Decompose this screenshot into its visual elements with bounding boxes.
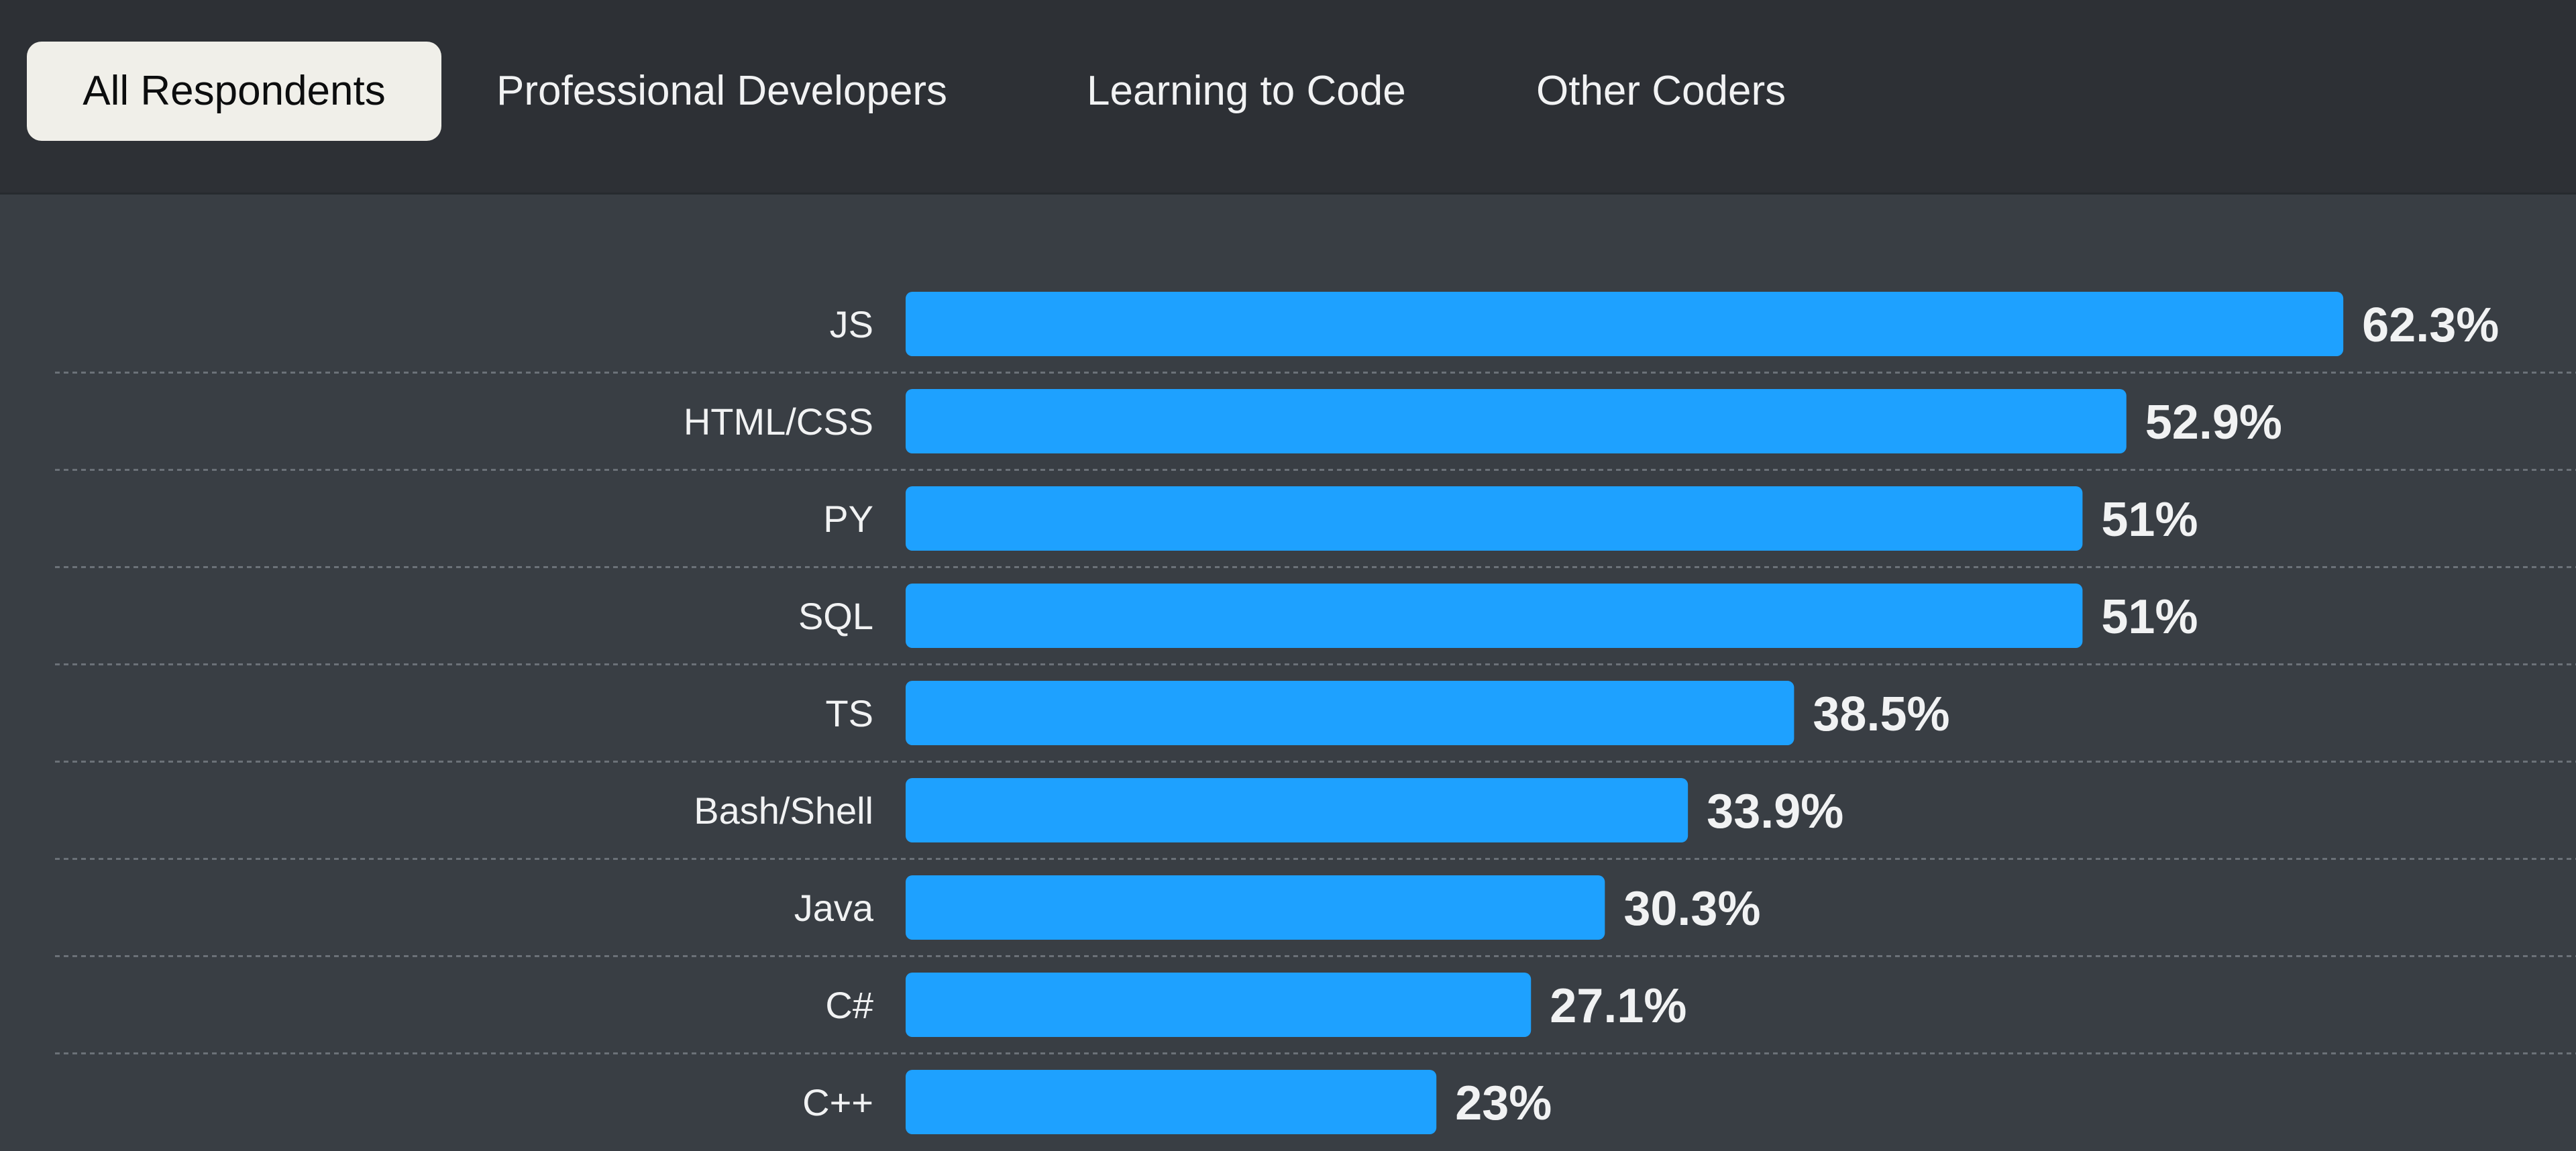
bar[interactable] [906,1070,1437,1134]
category-label: PY [823,498,873,540]
bar[interactable] [906,584,2083,648]
respondent-tab-bar: All Respondents Professional Developers … [0,0,2576,195]
bar[interactable] [906,486,2083,551]
value-label: 30.3% [1623,882,1760,936]
bar[interactable] [906,292,2344,356]
category-label: JS [830,303,873,345]
category-label: Java [794,887,874,929]
value-label: 52.9% [2145,396,2282,449]
category-label: SQL [798,595,873,637]
value-label: 23% [1455,1077,1552,1130]
category-label: C++ [802,1081,873,1123]
bar[interactable] [906,681,1794,745]
bar[interactable] [906,778,1688,842]
value-label: 27.1% [1550,979,1686,1033]
value-label: 38.5% [1813,688,1949,741]
tab-all-respondents[interactable]: All Respondents [27,42,441,141]
category-label: C# [825,984,873,1026]
bar-chart-svg: JS 62.3% HTML/CSS 52.9% PY 51% SQL 51% TS 38.5% Ba… [55,292,2576,1134]
value-label: 62.3% [2362,298,2499,352]
value-label: 51% [2101,590,2198,644]
tab-learning-to-code[interactable]: Learning to Code [1087,68,1406,114]
value-label: 33.9% [1707,785,1843,838]
bar[interactable] [906,389,2127,453]
tab-other-coders[interactable]: Other Coders [1536,68,1786,114]
category-label: HTML/CSS [684,400,873,443]
value-label: 51% [2101,493,2198,547]
category-label: TS [825,692,873,734]
bar[interactable] [906,875,1605,940]
bar[interactable] [906,973,1532,1037]
tab-professional-developers[interactable]: Professional Developers [496,68,948,114]
category-label: Bash/Shell [694,789,873,832]
language-usage-chart: JS 62.3% HTML/CSS 52.9% PY 51% SQL 51% TS 38.5% Ba… [0,195,2576,1151]
